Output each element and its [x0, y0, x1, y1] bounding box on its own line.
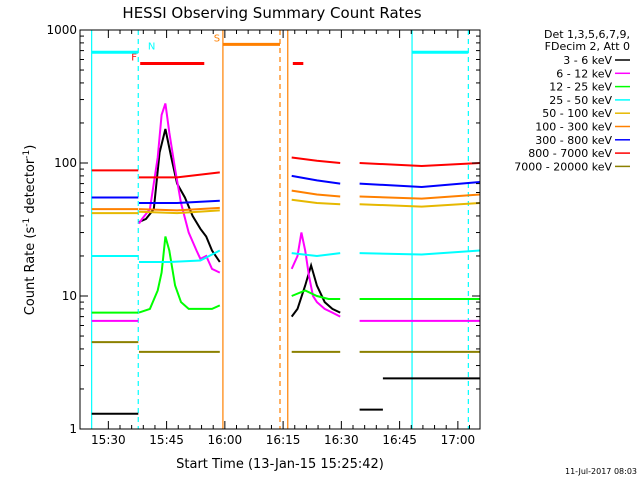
- series-line: [291, 156, 341, 164]
- flag-label: S: [214, 33, 220, 44]
- series-1: [91, 103, 480, 322]
- series-5: [91, 189, 480, 212]
- series-line: [359, 193, 480, 200]
- legend-entry-label: 25 - 50 keV: [549, 94, 612, 107]
- x-tick-label: 15:30: [91, 433, 126, 447]
- x-tick-label: 16:45: [382, 433, 417, 447]
- y-axis-label: Count Rate (s-1 detector-1): [22, 145, 38, 316]
- series-0: [91, 128, 480, 415]
- series-line: [359, 181, 480, 189]
- series-line: [138, 103, 221, 274]
- x-tick-label: 17:00: [441, 433, 476, 447]
- y-axis-label-main: Count Rate (s: [23, 227, 38, 316]
- series-4: [91, 198, 480, 215]
- series-line: [139, 249, 221, 263]
- x-tick-label: 15:45: [149, 433, 184, 447]
- y-axis-label-mid: detector: [23, 158, 38, 218]
- series-line: [291, 289, 341, 300]
- x-axis-label: Start Time (13-Jan-15 15:25:42): [176, 457, 384, 472]
- flag-label: N: [148, 41, 155, 52]
- y-tick-label: 10: [62, 289, 77, 303]
- series-line: [138, 206, 220, 212]
- legend-entry-label: 50 - 100 keV: [542, 107, 612, 120]
- series-line: [291, 198, 341, 206]
- series-2: [91, 236, 480, 314]
- y-axis-label-end: ): [23, 145, 38, 150]
- series-line: [359, 249, 480, 256]
- footer-timestamp: 11-Jul-2017 08:03: [565, 467, 637, 476]
- legend-entry-label: 100 - 300 keV: [535, 121, 612, 134]
- legend-entry-label: 800 - 7000 keV: [528, 147, 612, 160]
- legend: Det 1,3,5,6,7,9, FDecim 2, Att 0 3 - 6 k…: [514, 28, 630, 173]
- series-line: [138, 236, 221, 314]
- series-7: [91, 156, 480, 179]
- series-line: [290, 232, 341, 318]
- legend-header-line-1: Det 1,3,5,6,7,9,: [544, 28, 630, 41]
- series-8: [91, 341, 480, 353]
- series-line: [291, 174, 341, 185]
- plot-frame: [79, 29, 481, 430]
- legend-entry-label: 12 - 25 keV: [549, 81, 612, 94]
- y-axis-label-sup2: -1: [22, 150, 32, 159]
- x-tick-label: 16:00: [208, 433, 243, 447]
- flag-label: F: [131, 52, 137, 63]
- series-line: [359, 162, 480, 168]
- chart-title: HESSI Observing Summary Count Rates: [122, 4, 421, 22]
- series-line: [139, 199, 220, 204]
- series-line: [291, 252, 341, 258]
- y-tick-label: 1: [69, 422, 77, 436]
- legend-entry-label: 300 - 800 keV: [535, 134, 612, 147]
- legend-entry-label: 6 - 12 keV: [556, 67, 612, 80]
- series-line: [138, 209, 220, 215]
- series-line: [359, 202, 480, 208]
- legend-entry-label: 3 - 6 keV: [563, 54, 612, 67]
- legend-header-line-2: FDecim 2, Att 0: [545, 40, 630, 53]
- series-line: [290, 261, 341, 318]
- y-axis-label-sup1: -1: [22, 218, 32, 227]
- x-tick-label: 16:15: [266, 433, 301, 447]
- series-line: [139, 171, 220, 179]
- y-tick-label: 100: [54, 156, 77, 170]
- y-tick-label: 1000: [46, 23, 77, 37]
- series-6: [91, 174, 480, 204]
- series-line: [291, 189, 341, 198]
- legend-entry-label: 7000 - 20000 keV: [514, 160, 612, 173]
- x-tick-label: 16:30: [324, 433, 359, 447]
- series-3: [91, 249, 480, 263]
